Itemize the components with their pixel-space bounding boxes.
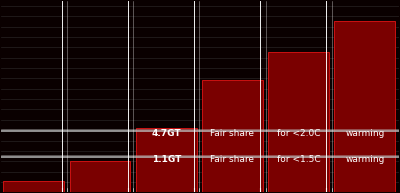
Bar bbox=[334, 21, 395, 192]
Text: warming: warming bbox=[345, 155, 384, 164]
Text: Fair share: Fair share bbox=[210, 155, 254, 164]
Text: for <2.0C: for <2.0C bbox=[277, 129, 320, 138]
Text: warming: warming bbox=[345, 129, 384, 138]
Bar bbox=[136, 128, 197, 192]
Text: Fair share: Fair share bbox=[210, 129, 254, 138]
Bar bbox=[268, 52, 329, 192]
Bar bbox=[3, 181, 64, 192]
Text: 4.7GT: 4.7GT bbox=[152, 129, 181, 138]
Text: 1.1GT: 1.1GT bbox=[152, 155, 181, 164]
Text: for <1.5C: for <1.5C bbox=[277, 155, 320, 164]
Bar bbox=[202, 80, 263, 192]
Bar bbox=[70, 161, 130, 192]
